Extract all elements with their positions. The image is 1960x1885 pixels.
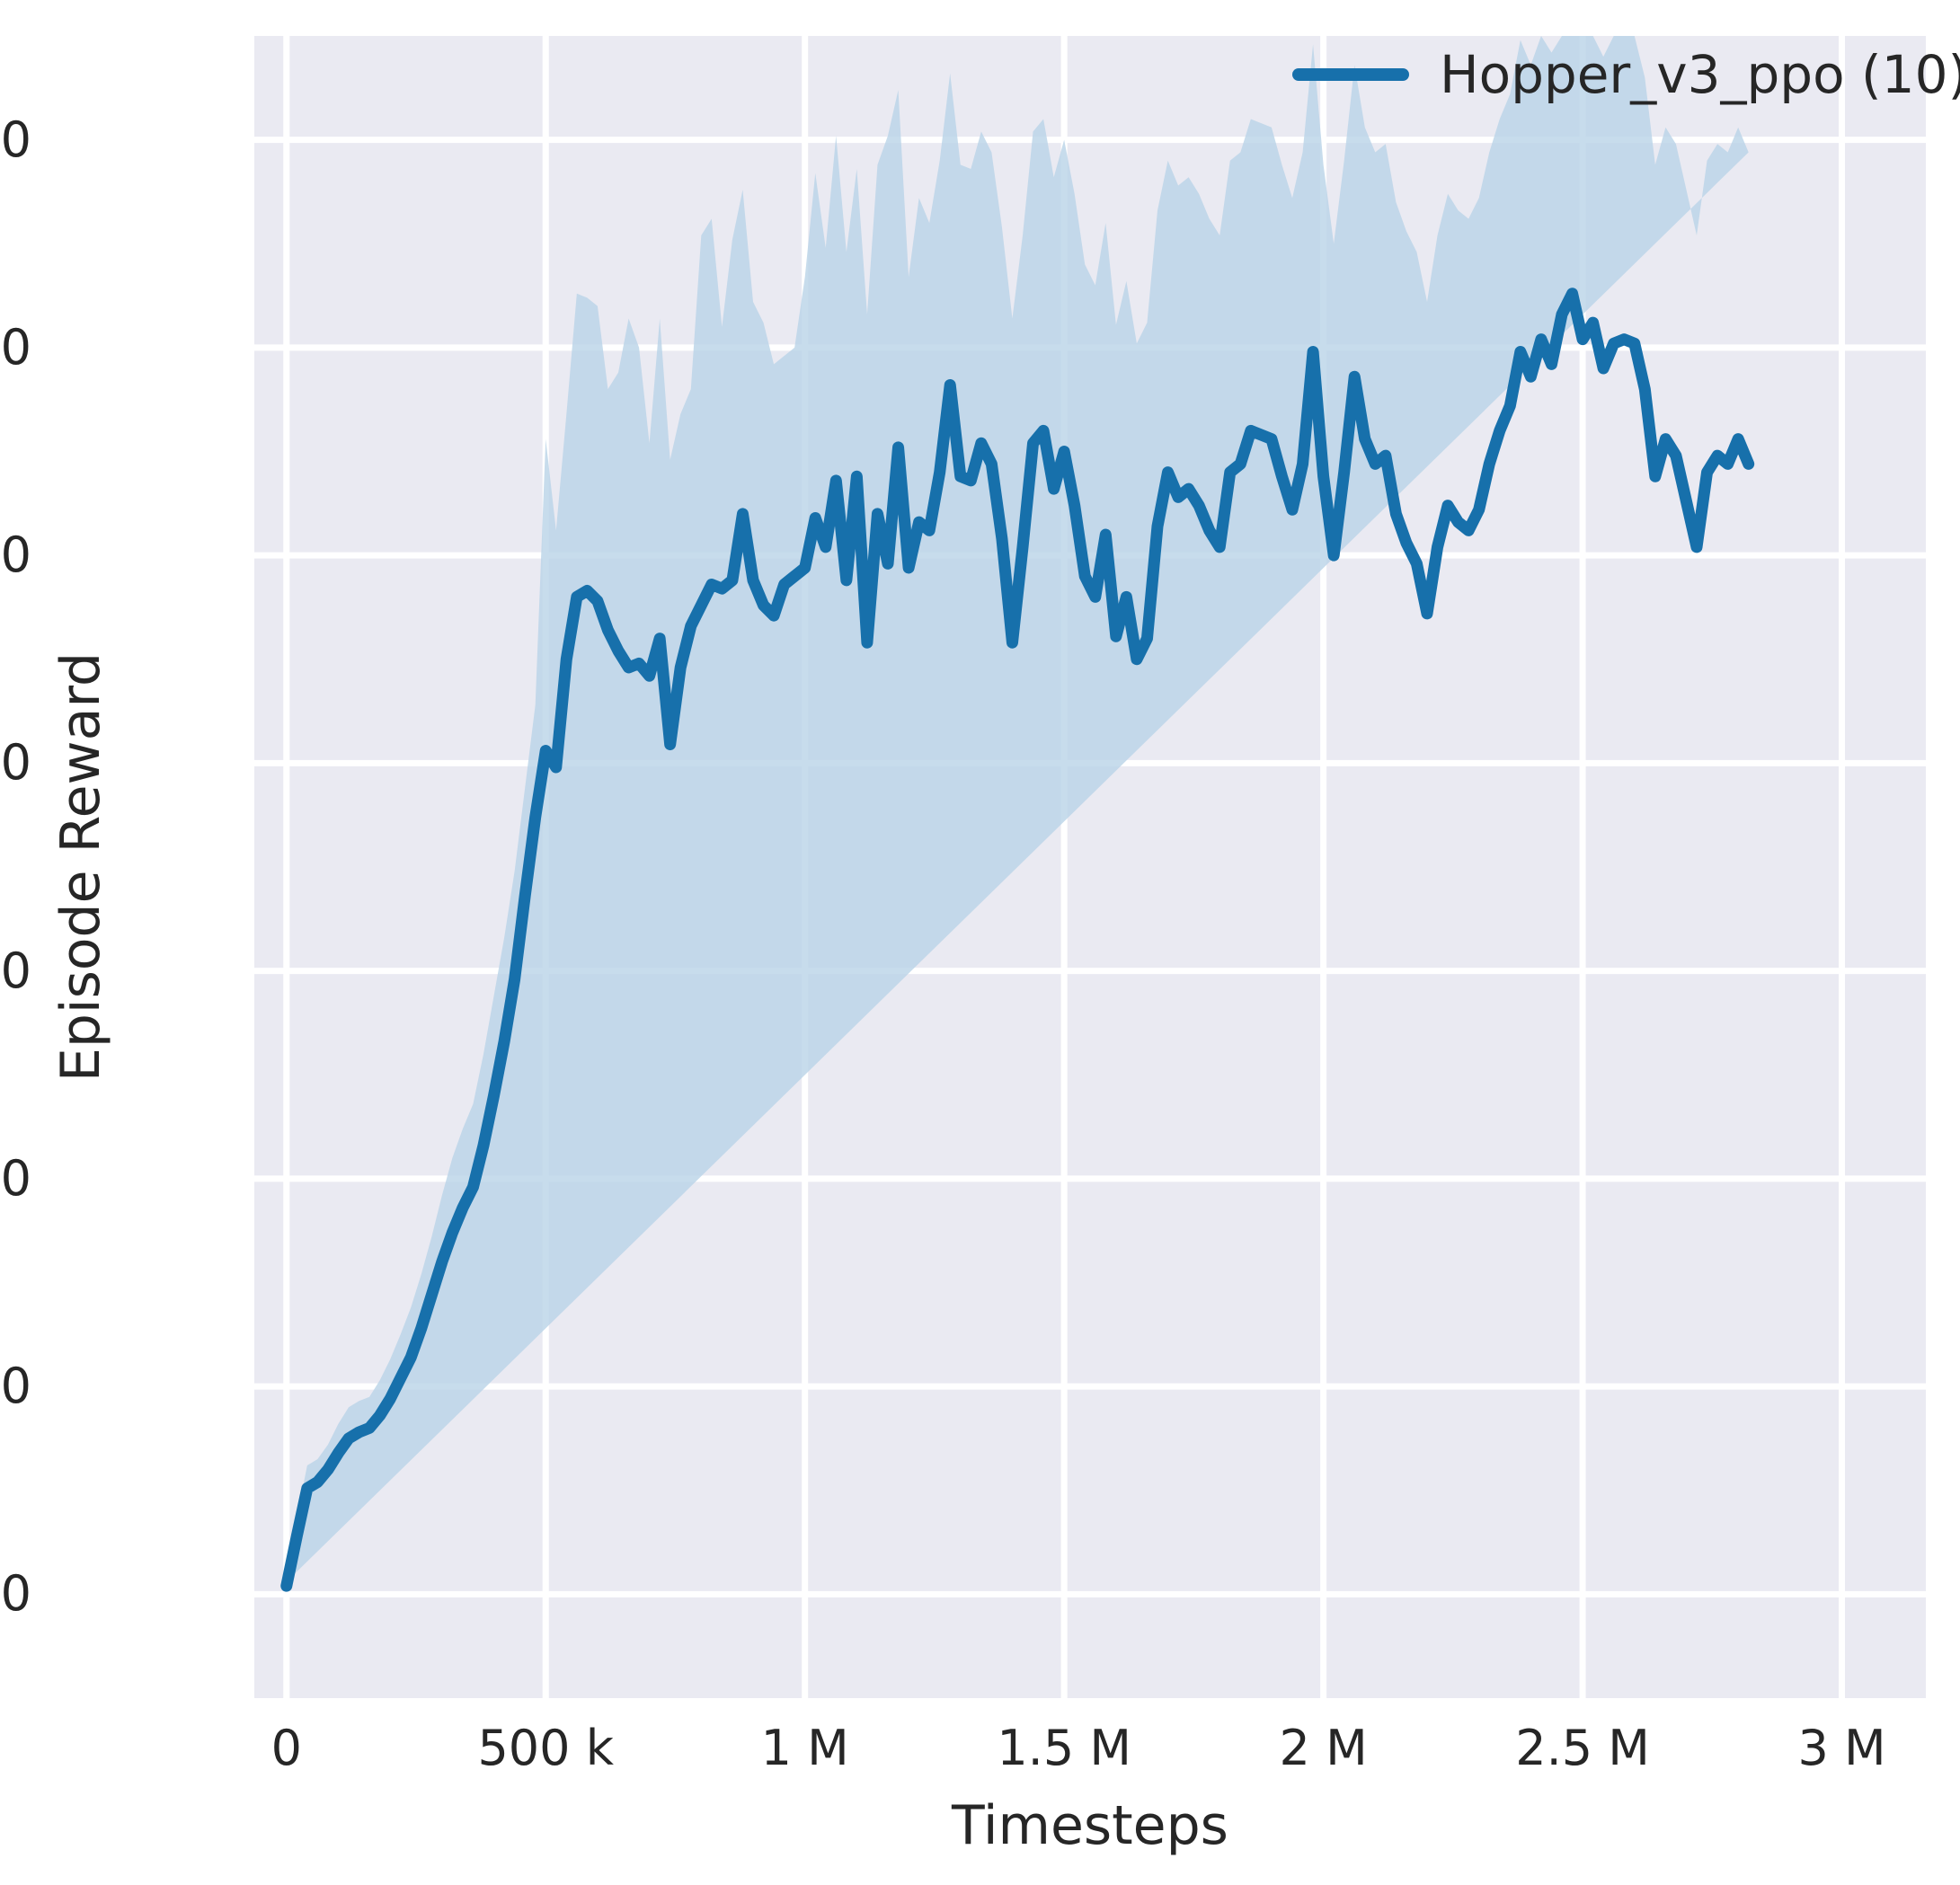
- x-tick-label: 2 M: [1279, 1720, 1368, 1776]
- x-tick-label: 0: [270, 1720, 302, 1776]
- x-axis-title: Timesteps: [952, 1794, 1228, 1857]
- y-tick-label: 0: [0, 1565, 31, 1623]
- x-tick-label: 1.5 M: [997, 1720, 1131, 1776]
- plot-area: [254, 36, 1926, 1698]
- y-tick-label: 3000: [0, 318, 31, 376]
- x-tick-label: 3 M: [1797, 1720, 1886, 1776]
- y-tick-label: 2500: [0, 527, 31, 584]
- y-tick-label: 1500: [0, 942, 31, 999]
- x-tick-label: 1 M: [760, 1720, 849, 1776]
- y-axis-title: Episode Reward: [49, 651, 112, 1083]
- y-tick-label: 2000: [0, 734, 31, 792]
- x-tick-label: 500 k: [477, 1720, 614, 1776]
- legend-swatch-hopper-v3-ppo: [1292, 68, 1409, 81]
- y-tick-label: 1000: [0, 1149, 31, 1207]
- legend: Hopper_v3_ppo (10): [1292, 47, 1960, 102]
- series-line-hopper-v3-ppo: [280, 288, 1755, 1592]
- legend-label-hopper-v3-ppo: Hopper_v3_ppo (10): [1440, 44, 1960, 105]
- confidence-band: [286, 36, 1749, 1582]
- y-tick-label: 3500: [0, 111, 31, 168]
- x-tick-label: 2.5 M: [1515, 1720, 1650, 1776]
- y-tick-label: 500: [0, 1358, 31, 1415]
- plot-canvas: [254, 36, 1926, 1698]
